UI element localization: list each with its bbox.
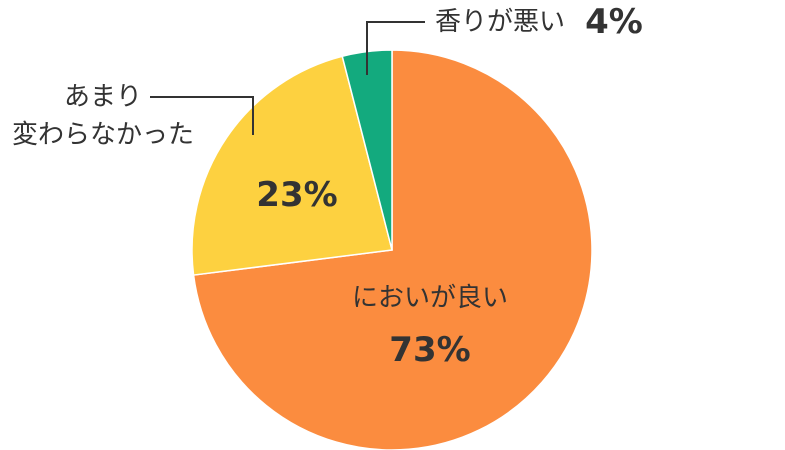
slice-label: あまり 変わらなかった (11, 82, 195, 150)
leader-line (366, 21, 425, 75)
value-label: 4% (585, 2, 643, 42)
slice-label: 香りが悪い (434, 7, 566, 37)
pie-slice (192, 49, 593, 450)
value-label: 23% (256, 175, 338, 215)
leader-line (150, 96, 254, 135)
value-label: 73% (389, 330, 471, 370)
pie-slice (191, 55, 393, 276)
slice-label: においが良い (351, 283, 509, 313)
